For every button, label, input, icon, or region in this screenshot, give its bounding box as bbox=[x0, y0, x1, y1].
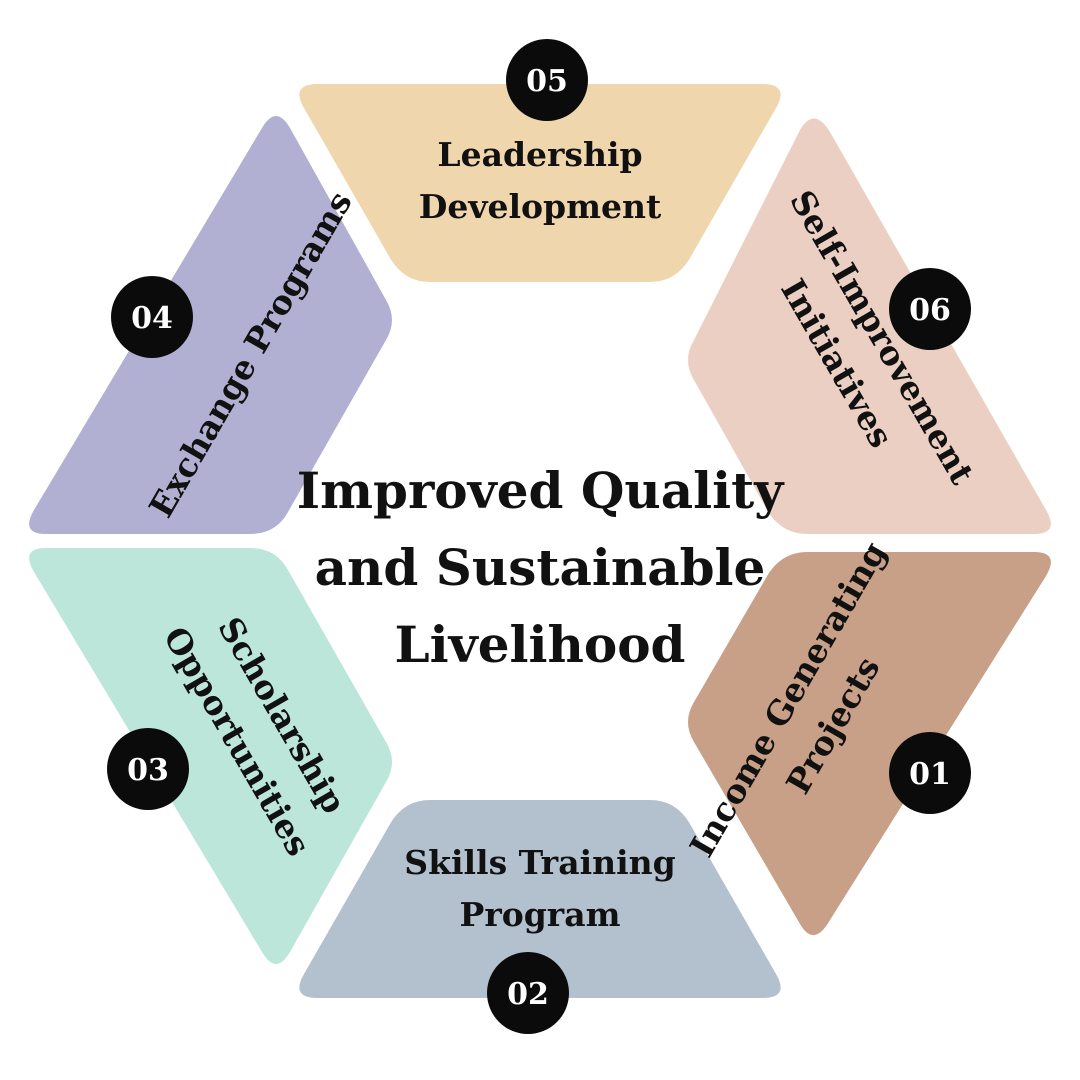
center-title: Improved Quality and Sustainable Livelihoo… bbox=[297, 461, 786, 674]
segment-skills-training bbox=[299, 800, 781, 998]
badge-number: 04 bbox=[131, 301, 173, 336]
badge-number: 01 bbox=[909, 757, 951, 792]
segment-exchange-programs bbox=[29, 116, 392, 534]
label-line: Skills Training bbox=[404, 843, 675, 882]
badge-number: 06 bbox=[909, 293, 951, 328]
label-line: Program bbox=[460, 895, 621, 934]
badge-03: 03 bbox=[107, 728, 189, 810]
center-title-line: and Sustainable bbox=[315, 538, 766, 597]
badge-05: 05 bbox=[506, 39, 588, 121]
badge-01: 01 bbox=[889, 732, 971, 814]
label-line: Development bbox=[419, 187, 662, 226]
label-line: Leadership bbox=[437, 135, 642, 174]
center-title-line: Livelihood bbox=[394, 615, 685, 674]
badge-04: 04 bbox=[111, 276, 193, 358]
segment-leadership bbox=[299, 84, 781, 282]
segment-self-improvement bbox=[688, 118, 1051, 534]
segment-scholarship bbox=[29, 548, 392, 964]
badge-number: 05 bbox=[526, 64, 568, 99]
segment-income-generating bbox=[688, 552, 1051, 936]
badge-number: 03 bbox=[127, 753, 169, 788]
badge-06: 06 bbox=[889, 268, 971, 350]
segment-label-leadership: Leadership Development bbox=[419, 135, 662, 226]
badge-number: 02 bbox=[507, 977, 549, 1012]
badge-02: 02 bbox=[487, 952, 569, 1034]
segment-label-skills-training: Skills Training Program bbox=[404, 843, 675, 934]
center-title-line: Improved Quality bbox=[297, 461, 786, 520]
